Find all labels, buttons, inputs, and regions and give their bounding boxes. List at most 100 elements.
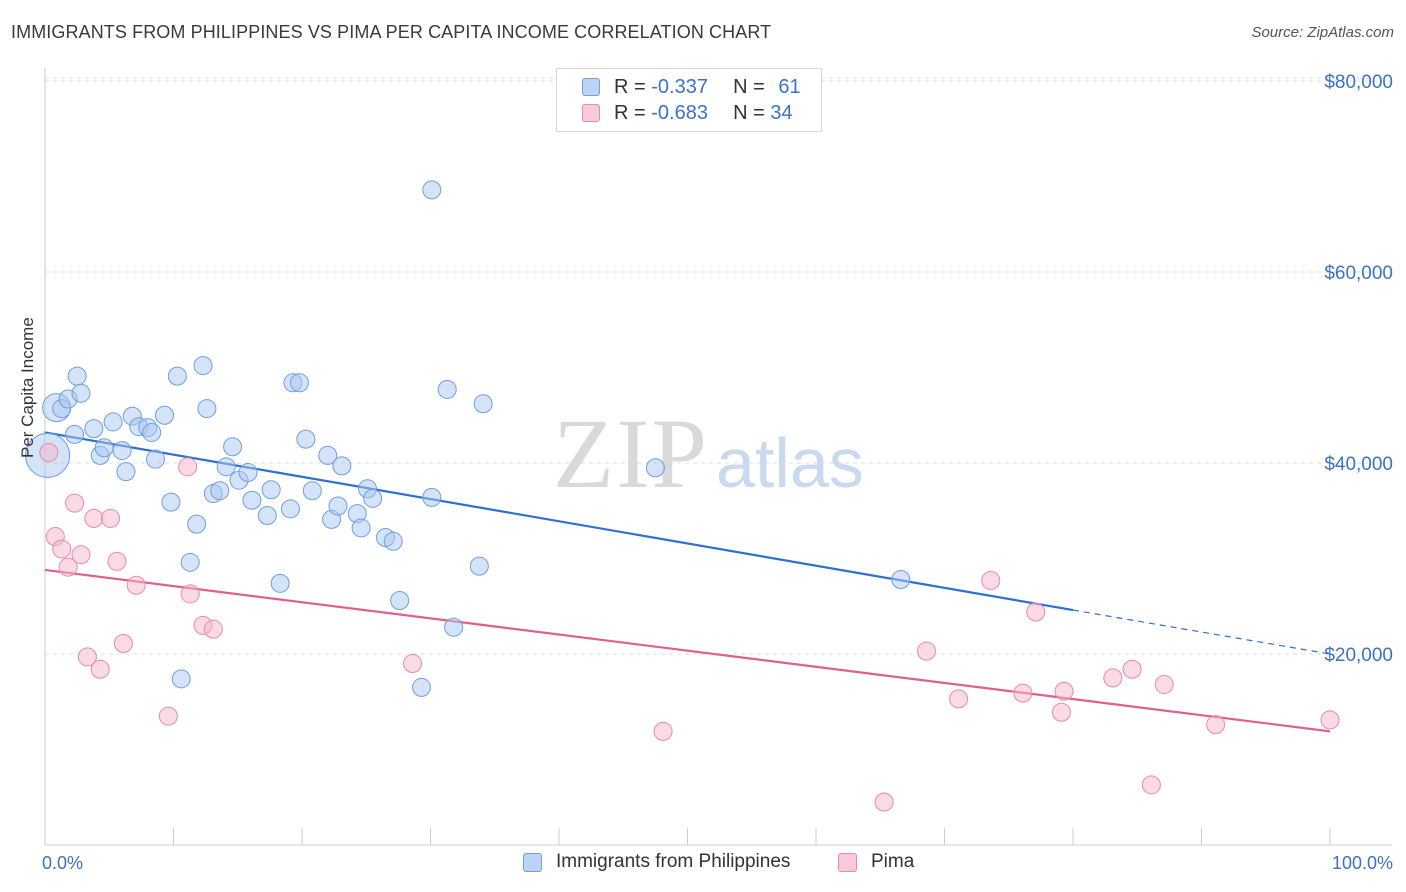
point-philippines — [351, 518, 371, 538]
point-philippines — [422, 487, 442, 507]
legend-label-pima: Pima — [871, 851, 915, 872]
point-pima — [653, 721, 673, 741]
point-philippines — [437, 379, 457, 399]
point-philippines — [155, 405, 175, 425]
point-pima — [113, 633, 133, 653]
point-philippines — [238, 463, 258, 483]
trendline-philippines-extension — [1072, 609, 1331, 655]
point-philippines — [197, 399, 217, 419]
point-philippines — [112, 441, 132, 461]
point-pima — [178, 457, 198, 477]
correlation-legend: R = -0.337 N = 61 R = -0.683 N = 34 — [556, 68, 822, 132]
point-pima — [180, 584, 200, 604]
watermark-zip: ZIP — [553, 398, 709, 509]
point-pima — [1051, 702, 1071, 722]
point-pima — [39, 442, 59, 462]
point-philippines — [280, 499, 300, 519]
point-pima — [65, 493, 85, 513]
point-pima — [84, 508, 104, 528]
point-philippines — [645, 458, 665, 478]
point-pima — [90, 659, 110, 679]
point-philippines — [210, 481, 230, 501]
point-philippines — [390, 591, 410, 611]
point-philippines — [223, 437, 243, 457]
point-philippines — [257, 506, 277, 526]
y-axis-label: Per Capita Income — [18, 317, 37, 458]
legend-n-label: N = — [733, 76, 771, 98]
point-pima — [203, 619, 223, 639]
legend-r-value: -0.337 — [651, 76, 708, 98]
point-philippines — [296, 429, 316, 449]
point-pima — [917, 641, 937, 661]
point-pima — [1054, 681, 1074, 701]
point-philippines — [270, 573, 290, 593]
point-philippines — [187, 514, 207, 534]
point-pima — [58, 557, 78, 577]
legend-r-label: R = — [614, 102, 652, 124]
point-pima — [874, 792, 894, 812]
legend-swatch-blue — [582, 78, 600, 96]
point-pima — [126, 575, 146, 595]
point-pima — [52, 539, 72, 559]
legend-n-value: 34 — [770, 102, 793, 124]
point-philippines — [328, 496, 348, 516]
tick-labels: $20,000 $40,000 $60,000 $80,000 0.0% 100.0% — [42, 72, 1393, 873]
point-pima — [949, 689, 969, 709]
legend-r-value: -0.683 — [651, 102, 708, 124]
point-philippines — [67, 366, 87, 386]
legend-swatch-pink — [582, 104, 600, 122]
point-pima — [981, 570, 1001, 590]
point-pima — [71, 545, 91, 565]
point-pima — [1154, 675, 1174, 695]
x-tick-label-right: 100.0% — [1332, 853, 1393, 873]
point-philippines — [193, 356, 213, 376]
point-philippines — [161, 492, 181, 512]
point-philippines — [318, 445, 338, 465]
chart-title: IMMIGRANTS FROM PHILIPPINES VS PIMA PER … — [11, 22, 772, 42]
point-pima — [403, 654, 423, 674]
point-pima — [77, 647, 97, 667]
point-philippines — [167, 366, 187, 386]
point-philippines — [65, 424, 85, 444]
point-pima — [1103, 668, 1123, 688]
point-philippines — [469, 556, 489, 576]
data-points — [25, 180, 1340, 812]
point-philippines — [216, 457, 236, 477]
y-tick-label: $40,000 — [1324, 454, 1393, 475]
x-tick-label-left: 0.0% — [42, 853, 83, 873]
point-philippines — [412, 677, 432, 697]
source-label: Source: ZipAtlas.com — [1251, 24, 1394, 41]
point-philippines — [71, 383, 91, 403]
point-pima — [1122, 659, 1142, 679]
watermark-atlas: atlas — [716, 424, 864, 502]
legend-swatch-blue — [523, 853, 542, 872]
point-philippines — [363, 488, 383, 508]
point-pima — [1206, 715, 1226, 735]
point-philippines — [84, 419, 104, 439]
point-philippines — [444, 617, 464, 637]
point-philippines — [242, 490, 262, 510]
point-pima — [158, 706, 178, 726]
point-pima — [1141, 775, 1161, 795]
point-philippines — [383, 531, 403, 551]
watermark: ZIP atlas — [553, 398, 864, 509]
y-tick-label: $20,000 — [1324, 645, 1393, 666]
point-philippines — [289, 373, 309, 393]
point-philippines — [891, 570, 911, 590]
point-pima — [1013, 683, 1033, 703]
legend-swatch-pink — [838, 853, 857, 872]
point-philippines — [302, 481, 322, 501]
y-tick-label: $60,000 — [1324, 263, 1393, 284]
point-philippines — [94, 438, 114, 458]
grid-lines — [45, 77, 1392, 655]
point-philippines — [422, 180, 442, 200]
point-philippines — [180, 552, 200, 572]
legend-n-label: N = — [733, 102, 771, 124]
point-pima — [101, 508, 121, 528]
legend-r-label: R = — [614, 76, 652, 98]
point-philippines — [171, 669, 191, 689]
point-philippines — [261, 480, 281, 500]
point-philippines — [116, 462, 136, 482]
legend-label-philippines: Immigrants from Philippines — [556, 851, 791, 872]
